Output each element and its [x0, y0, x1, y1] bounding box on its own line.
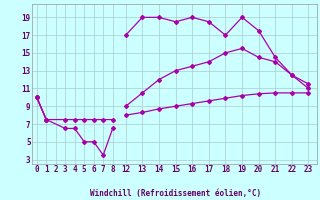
Text: Windchill (Refroidissement éolien,°C): Windchill (Refroidissement éolien,°C)	[91, 189, 261, 198]
